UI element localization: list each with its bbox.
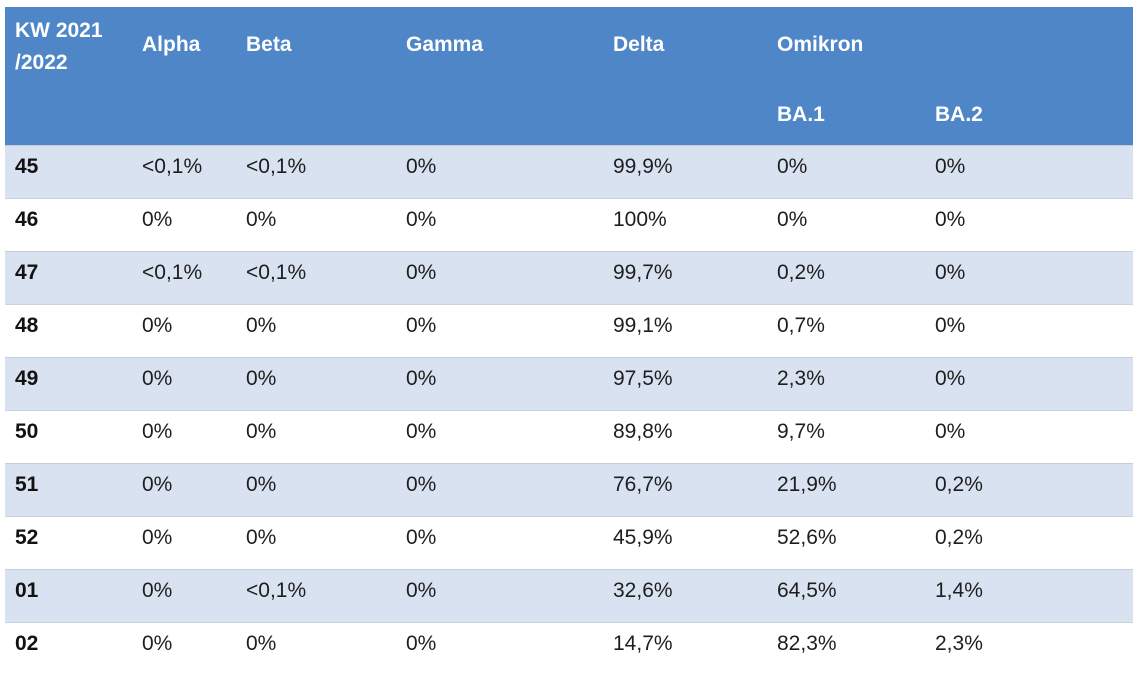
value-cell-gamma: 0% <box>406 154 437 178</box>
value-cell-gamma: 0% <box>406 260 437 284</box>
col-header-ba1: BA.1 <box>767 95 925 145</box>
week-cell: 51 <box>15 472 39 496</box>
value-cell-alpha: 0% <box>142 631 173 655</box>
value-cell-ba2: 0,2% <box>935 472 983 496</box>
table-row-kw52: 52 0% 0% 0% 45,9% 52,6% 0,2% <box>5 516 1134 569</box>
value-cell-beta: 0% <box>246 472 277 496</box>
value-cell-ba1: 0,2% <box>777 260 825 284</box>
value-cell-ba1: 0% <box>777 154 808 178</box>
value-cell-gamma: 0% <box>406 472 437 496</box>
value-cell-gamma: 0% <box>406 419 437 443</box>
col-header-ba2: BA.2 <box>925 95 1134 145</box>
value-cell-alpha: 0% <box>142 419 173 443</box>
value-cell-beta: <0,1% <box>246 260 307 284</box>
value-cell-beta: 0% <box>246 419 277 443</box>
table-row-kw01: 01 0% <0,1% 0% 32,6% 64,5% 1,4% <box>5 569 1134 622</box>
value-cell-ba1: 64,5% <box>777 578 837 602</box>
value-cell-alpha: 0% <box>142 578 173 602</box>
value-cell-delta: 89,8% <box>613 419 673 443</box>
value-cell-gamma: 0% <box>406 366 437 390</box>
value-cell-delta: 99,7% <box>613 260 673 284</box>
col-header-delta: Delta <box>603 7 767 145</box>
value-cell-beta: 0% <box>246 207 277 231</box>
value-cell-gamma: 0% <box>406 631 437 655</box>
value-cell-delta: 100% <box>613 207 667 231</box>
value-cell-beta: <0,1% <box>246 154 307 178</box>
value-cell-delta: 99,9% <box>613 154 673 178</box>
value-cell-ba1: 0% <box>777 207 808 231</box>
col-header-week: KW 2021 /2022 <box>5 7 132 145</box>
value-cell-ba2: 0% <box>935 260 966 284</box>
col-header-beta: Beta <box>236 7 396 145</box>
week-header-line2: /2022 <box>15 51 68 74</box>
table-row-kw47: 47 <0,1% <0,1% 0% 99,7% 0,2% 0% <box>5 251 1134 304</box>
header-row-sub: BA.1 BA.2 <box>5 95 1134 145</box>
week-cell: 45 <box>15 154 39 178</box>
value-cell-ba1: 2,3% <box>777 366 825 390</box>
table-row-kw45: 45 <0,1% <0,1% 0% 99,9% 0% 0% <box>5 145 1134 198</box>
table-row-kw46: 46 0% 0% 0% 100% 0% 0% <box>5 198 1134 251</box>
value-cell-ba1: 82,3% <box>777 631 837 655</box>
col-header-alpha: Alpha <box>132 7 236 145</box>
table-row-kw51: 51 0% 0% 0% 76,7% 21,9% 0,2% <box>5 463 1134 516</box>
table-header: KW 2021 /2022 Alpha Beta Gamma Delta Omi… <box>5 7 1134 145</box>
value-cell-delta: 97,5% <box>613 366 673 390</box>
value-cell-ba1: 9,7% <box>777 419 825 443</box>
value-cell-beta: 0% <box>246 313 277 337</box>
value-cell-ba2: 1,4% <box>935 578 983 602</box>
value-cell-gamma: 0% <box>406 207 437 231</box>
value-cell-alpha: <0,1% <box>142 154 203 178</box>
value-cell-alpha: 0% <box>142 207 173 231</box>
value-cell-ba2: 0% <box>935 154 966 178</box>
header-row-main: KW 2021 /2022 Alpha Beta Gamma Delta Omi… <box>5 7 1134 145</box>
value-cell-ba1: 52,6% <box>777 525 837 549</box>
value-cell-alpha: 0% <box>142 472 173 496</box>
variant-share-table: KW 2021 /2022 Alpha Beta Gamma Delta Omi… <box>5 7 1134 675</box>
value-cell-beta: 0% <box>246 525 277 549</box>
value-cell-gamma: 0% <box>406 578 437 602</box>
value-cell-ba1: 21,9% <box>777 472 837 496</box>
week-cell: 46 <box>15 207 39 231</box>
table-body: 45 <0,1% <0,1% 0% 99,9% 0% 0% 46 0% 0% 0… <box>5 145 1134 675</box>
value-cell-ba2: 0,2% <box>935 525 983 549</box>
col-header-omikron: Omikron <box>767 7 1134 95</box>
value-cell-ba1: 0,7% <box>777 313 825 337</box>
value-cell-beta: 0% <box>246 366 277 390</box>
col-header-gamma: Gamma <box>396 7 603 145</box>
value-cell-beta: <0,1% <box>246 578 307 602</box>
table-row-kw50: 50 0% 0% 0% 89,8% 9,7% 0% <box>5 410 1134 463</box>
value-cell-beta: 0% <box>246 631 277 655</box>
week-cell: 48 <box>15 313 39 337</box>
value-cell-ba2: 0% <box>935 313 966 337</box>
value-cell-alpha: <0,1% <box>142 260 203 284</box>
table-row-kw49: 49 0% 0% 0% 97,5% 2,3% 0% <box>5 357 1134 410</box>
value-cell-ba2: 2,3% <box>935 631 983 655</box>
week-cell: 02 <box>15 631 39 655</box>
value-cell-delta: 76,7% <box>613 472 673 496</box>
value-cell-ba2: 0% <box>935 207 966 231</box>
value-cell-gamma: 0% <box>406 313 437 337</box>
value-cell-delta: 99,1% <box>613 313 673 337</box>
value-cell-alpha: 0% <box>142 366 173 390</box>
table-row-kw48: 48 0% 0% 0% 99,1% 0,7% 0% <box>5 304 1134 357</box>
value-cell-delta: 32,6% <box>613 578 673 602</box>
value-cell-alpha: 0% <box>142 525 173 549</box>
table-row-kw02: 02 0% 0% 0% 14,7% 82,3% 2,3% <box>5 622 1134 675</box>
week-cell: 47 <box>15 260 39 284</box>
week-header-line1: KW 2021 <box>15 19 103 42</box>
value-cell-delta: 14,7% <box>613 631 673 655</box>
week-cell: 52 <box>15 525 39 549</box>
value-cell-gamma: 0% <box>406 525 437 549</box>
week-cell: 50 <box>15 419 39 443</box>
value-cell-alpha: 0% <box>142 313 173 337</box>
value-cell-ba2: 0% <box>935 366 966 390</box>
week-cell: 49 <box>15 366 39 390</box>
value-cell-ba2: 0% <box>935 419 966 443</box>
value-cell-delta: 45,9% <box>613 525 673 549</box>
week-cell: 01 <box>15 578 39 602</box>
